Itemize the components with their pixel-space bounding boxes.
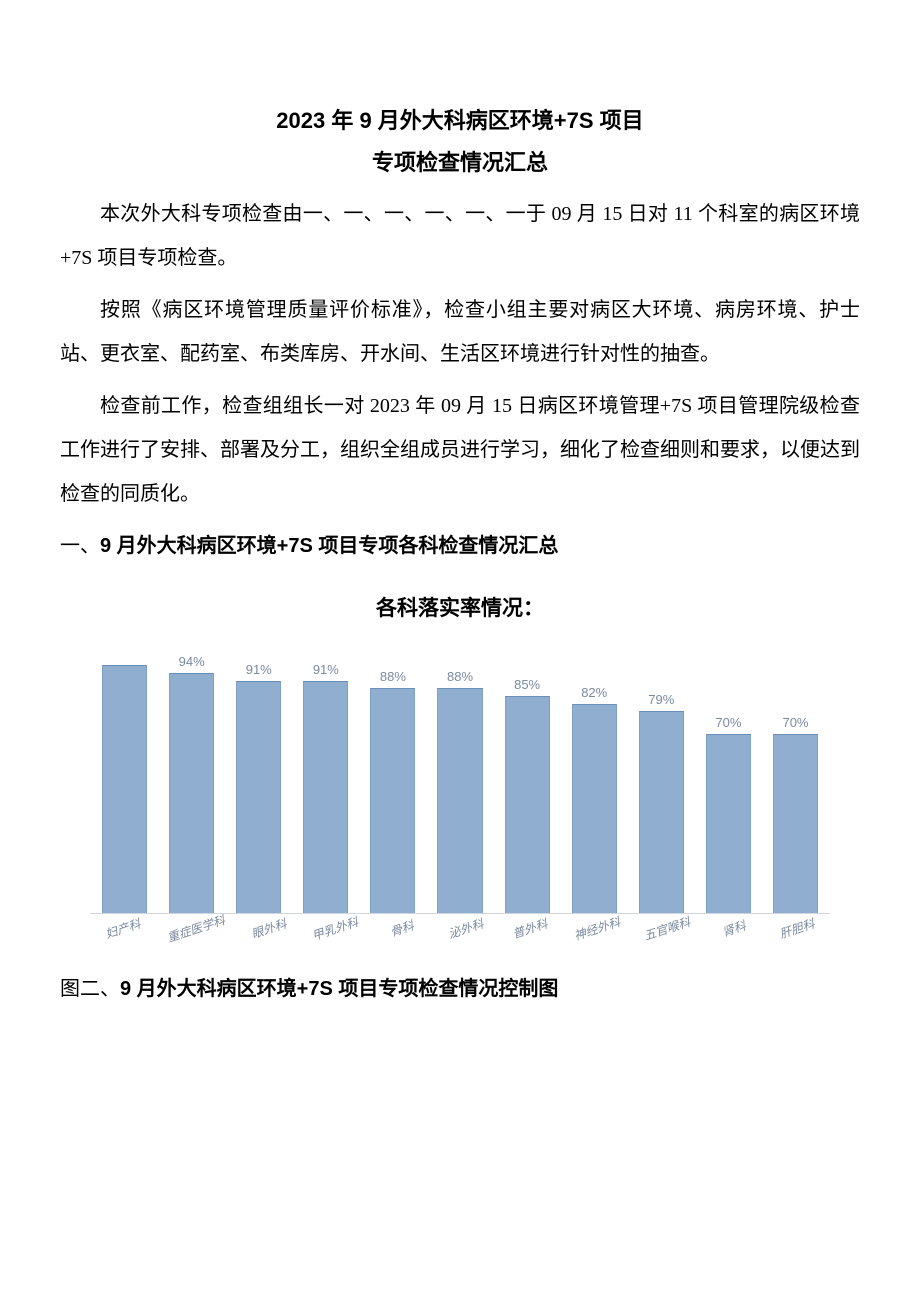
x-axis-label: 肾科: [711, 914, 756, 943]
bar-value-label: 91%: [246, 662, 272, 677]
figure-2-title: 9 月外大科病区环境+7S 项目专项检查情况控制图: [120, 978, 558, 1000]
bar-column: 88%: [437, 634, 482, 914]
bar-column: 79%: [639, 634, 684, 914]
bar-rect: [572, 704, 617, 914]
paragraph-2: 按照《病区环境管理质量评价标准》，检查小组主要对病区大环境、病房环境、护士站、更…: [60, 288, 860, 376]
chart-plot-area: 94% 91% 91% 88% 88% 85% 82% 79% 70% 70%: [90, 634, 830, 914]
bar-value-label: [123, 646, 127, 661]
x-axis-label: 泌外科: [444, 914, 489, 943]
section-1-heading: 一、9 月外大科病区环境+7S 项目专项各科检查情况汇总: [60, 524, 860, 568]
x-axis-label: 肝胆科: [775, 914, 820, 943]
bar-rect: [236, 681, 281, 914]
chart-baseline: [90, 913, 830, 914]
doc-title-line1: 2023 年 9 月外大科病区环境+7S 项目: [60, 100, 860, 142]
bar-column: 70%: [773, 634, 818, 914]
bar-value-label: 88%: [380, 669, 406, 684]
bar-value-label: 91%: [313, 662, 339, 677]
x-axis-label: 重症医学科: [165, 911, 227, 946]
bar-rect: [706, 734, 751, 913]
figure-2-prefix: 图二、: [60, 978, 120, 1000]
x-axis-label: 神经外科: [571, 913, 622, 944]
bar-rect: [437, 688, 482, 913]
bar-value-label: 70%: [715, 715, 741, 730]
bar-chart: 94% 91% 91% 88% 88% 85% 82% 79% 70% 70% 妇产科重症医学科眼…: [90, 634, 830, 937]
bar-column: [102, 634, 147, 914]
bar-column: 94%: [169, 634, 214, 914]
x-axis-label: 普外科: [507, 914, 552, 943]
bar-column: 91%: [303, 634, 348, 914]
paragraph-3: 检查前工作，检查组组长一对 2023 年 09 月 15 日病区环境管理+7S …: [60, 384, 860, 516]
x-axis-label: 甲乳外科: [310, 913, 361, 944]
bar-column: 91%: [236, 634, 281, 914]
figure-2-caption: 图二、9 月外大科病区环境+7S 项目专项检查情况控制图: [60, 967, 860, 1011]
bar-value-label: 85%: [514, 677, 540, 692]
bar-rect: [370, 688, 415, 913]
bar-rect: [639, 711, 684, 913]
bar-value-label: 88%: [447, 669, 473, 684]
bar-rect: [169, 673, 214, 914]
section-1-title: 9 月外大科病区环境+7S 项目专项各科检查情况汇总: [100, 535, 558, 557]
x-axis-label: 妇产科: [100, 914, 145, 943]
bar-column: 70%: [706, 634, 751, 914]
x-axis-label: 五官喉科: [641, 913, 692, 944]
section-1-prefix: 一、: [60, 535, 100, 557]
bar-column: 82%: [572, 634, 617, 914]
doc-title-line2: 专项检查情况汇总: [60, 142, 860, 184]
bar-rect: [102, 665, 147, 913]
chart-x-axis: 妇产科重症医学科眼外科甲乳外科骨科泌外科普外科神经外科五官喉科肾科肝胆科: [90, 920, 830, 937]
chart-title: 各科落实率情况：: [60, 592, 860, 622]
bar-value-label: 94%: [179, 654, 205, 669]
bar-rect: [505, 696, 550, 914]
x-axis-label: 骨科: [380, 914, 425, 943]
bar-value-label: 70%: [782, 715, 808, 730]
bar-value-label: 79%: [648, 692, 674, 707]
bar-column: 85%: [505, 634, 550, 914]
bar-column: 88%: [370, 634, 415, 914]
paragraph-1: 本次外大科专项检查由一、一、一、一、一、一于 09 月 15 日对 11 个科室…: [60, 192, 860, 280]
bar-rect: [773, 734, 818, 913]
bar-rect: [303, 681, 348, 914]
bar-value-label: 82%: [581, 685, 607, 700]
x-axis-label: 眼外科: [246, 914, 291, 943]
